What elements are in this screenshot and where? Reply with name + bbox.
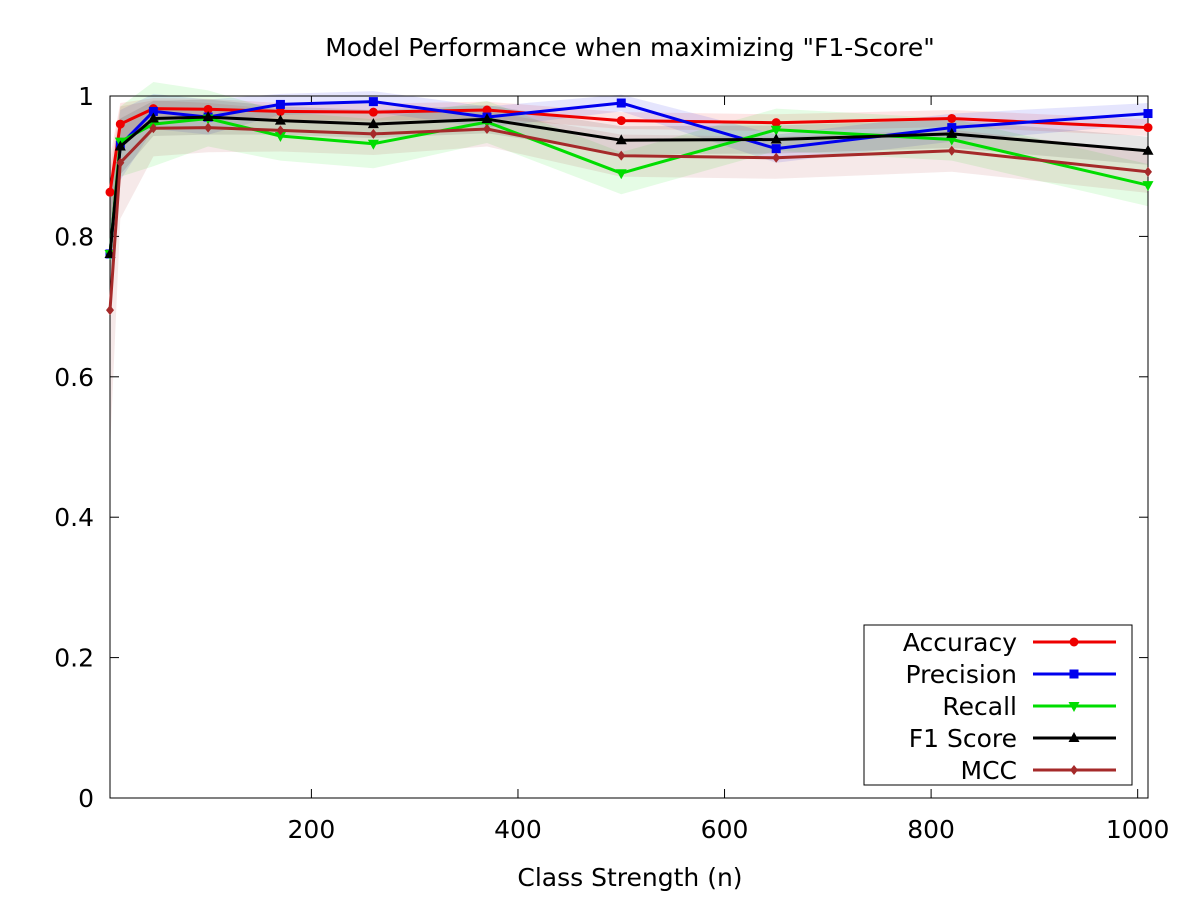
series-mcc xyxy=(106,122,1152,316)
recall-point xyxy=(615,169,627,180)
legend-marker-mcc xyxy=(1070,765,1078,775)
accuracy-band xyxy=(110,98,1148,228)
legend-label-precision: Precision xyxy=(905,660,1017,689)
recall-band xyxy=(110,82,1148,311)
x-tick-label: 400 xyxy=(494,815,542,844)
x-tick-label: 1000 xyxy=(1106,815,1170,844)
x-tick-label: 600 xyxy=(701,815,749,844)
accuracy-point xyxy=(105,187,115,197)
accuracy-point xyxy=(616,116,626,126)
f1-score-point xyxy=(481,113,493,124)
recall-point xyxy=(946,135,958,146)
mcc-point xyxy=(106,305,114,316)
legend-label-mcc: MCC xyxy=(961,756,1017,785)
legend-label-recall: Recall xyxy=(942,692,1017,721)
accuracy-point xyxy=(771,118,781,128)
y-tick-label: 0.6 xyxy=(54,363,94,392)
x-tick-label: 800 xyxy=(907,815,955,844)
f1-score-point xyxy=(615,134,627,145)
legend-marker-precision xyxy=(1069,669,1079,679)
axis-ticks: 0 0.2 0.4 0.6 0.8 1 200 400 600 800 1000 xyxy=(54,82,1169,844)
mcc-point xyxy=(1144,166,1152,177)
f1-score-point xyxy=(274,114,286,125)
recall-point xyxy=(1142,181,1154,192)
mcc-point xyxy=(482,123,491,134)
f1-score-point xyxy=(147,112,159,123)
accuracy-point xyxy=(947,113,957,123)
legend-label-accuracy: Accuracy xyxy=(903,628,1017,657)
mcc-point xyxy=(116,157,125,168)
mcc-point xyxy=(369,128,378,139)
y-tick-label: 0.8 xyxy=(54,222,94,251)
precision-point xyxy=(275,99,285,109)
chart-title: Model Performance when maximizing "F1-Sc… xyxy=(325,33,935,62)
mcc-point xyxy=(947,145,956,156)
precision-point xyxy=(616,98,626,108)
precision-point xyxy=(771,144,781,154)
data-series xyxy=(104,97,1154,316)
legend-marker-f1-score xyxy=(1068,732,1080,742)
mcc-point xyxy=(204,122,213,133)
f1-score-point xyxy=(770,133,782,144)
x-axis-label: Class Strength (n) xyxy=(517,863,742,892)
f1-score-point xyxy=(202,111,214,122)
precision-point xyxy=(947,123,957,133)
legend-marker-recall xyxy=(1068,702,1080,712)
f1-score-point xyxy=(367,118,379,129)
accuracy-point xyxy=(368,107,378,117)
series-f1-score xyxy=(104,111,1154,258)
y-tick-label: 1 xyxy=(78,82,94,111)
x-tick-label: 200 xyxy=(288,815,336,844)
legend: Accuracy Precision Recall F1 Score MCC xyxy=(863,624,1133,786)
legend-label-f1-score: F1 Score xyxy=(909,724,1017,753)
mcc-point xyxy=(276,125,285,136)
precision-point xyxy=(148,106,158,116)
precision-band xyxy=(110,91,1148,311)
recall-point xyxy=(770,125,782,136)
accuracy-point xyxy=(275,106,285,116)
plot-area-frame xyxy=(109,95,1149,799)
mcc-point xyxy=(772,152,781,163)
f1-score-point xyxy=(946,127,958,138)
recall-point xyxy=(367,139,379,150)
precision-point xyxy=(368,97,378,107)
accuracy-point xyxy=(203,104,213,114)
accuracy-point xyxy=(115,119,125,129)
precision-point xyxy=(1143,109,1153,119)
f1-score-point xyxy=(1142,144,1154,155)
y-tick-label: 0.4 xyxy=(54,503,94,532)
y-tick-label: 0 xyxy=(78,784,94,813)
accuracy-point xyxy=(1143,123,1153,133)
mcc-point xyxy=(149,123,158,134)
recall-point xyxy=(274,132,286,143)
mcc-point xyxy=(617,150,626,161)
f1-score-point xyxy=(114,140,126,151)
accuracy-point xyxy=(482,105,492,115)
y-tick-label: 0.2 xyxy=(54,644,94,673)
legend-marker-accuracy xyxy=(1069,637,1079,647)
